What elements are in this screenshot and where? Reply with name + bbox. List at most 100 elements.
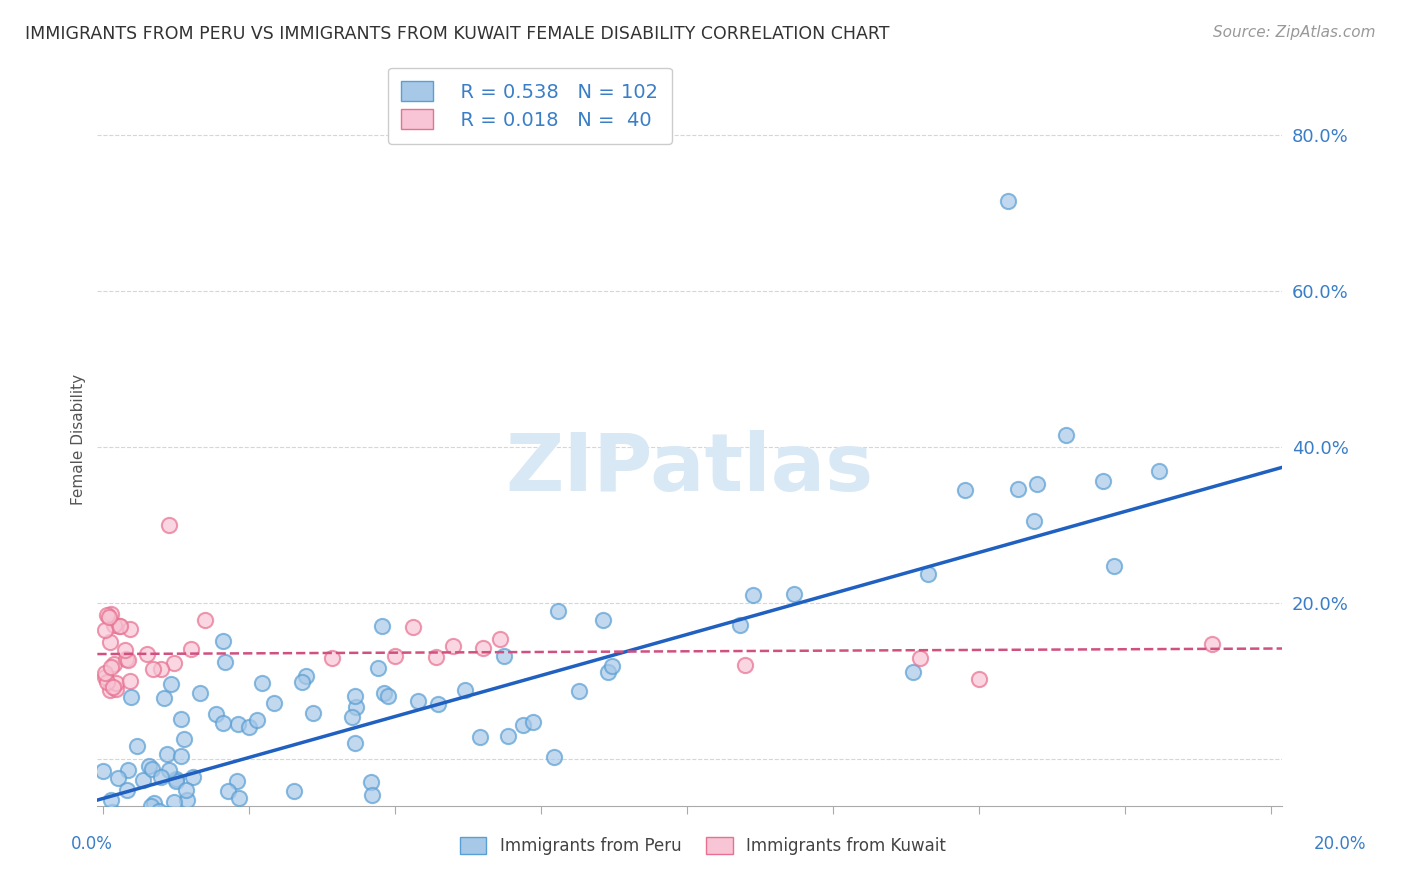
Point [100,793,122,807]
Legend: Immigrants from Peru, Immigrants from Kuwait: Immigrants from Peru, Immigrants from Ku… [453,830,953,862]
Point [98,815,121,830]
Point [441,639,464,653]
Point [238,720,260,734]
Point [117,783,139,797]
Point [204,707,226,722]
Point [148,814,170,829]
Point [98,683,121,698]
Point [162,657,184,671]
Point [97,610,120,624]
Point [512,718,534,732]
Point [734,658,756,673]
Point [263,696,285,710]
Point [547,604,569,618]
Point [471,640,494,655]
Point [384,649,406,664]
Point [160,677,183,691]
Point [128,829,150,843]
Point [155,853,177,867]
Point [302,706,325,721]
Point [163,795,186,809]
Point [371,619,394,633]
Point [967,672,990,686]
Point [470,731,492,745]
Point [783,587,806,601]
Point [344,736,367,750]
Point [108,619,131,633]
Point [96,675,118,690]
Point [401,620,423,634]
Text: 20.0%: 20.0% [1313,835,1367,853]
Point [592,613,614,627]
Point [917,567,939,582]
Point [103,617,125,632]
Point [291,674,314,689]
Point [103,680,125,694]
Point [100,805,122,820]
Point [910,650,932,665]
Point [117,763,139,777]
Point [600,659,623,673]
Point [93,624,115,638]
Point [96,608,118,623]
Point [103,657,125,671]
Point [225,773,247,788]
Point [198,868,221,882]
Point [367,661,389,675]
Point [211,716,233,731]
Point [94,670,117,684]
Point [1026,476,1049,491]
Point [141,762,163,776]
Point [1007,483,1029,497]
Point [211,634,233,648]
Point [522,715,544,730]
Point [344,700,367,714]
Y-axis label: Female Disability: Female Disability [72,374,86,505]
Point [94,666,117,681]
Point [142,662,165,676]
Point [425,650,447,665]
Point [188,686,211,700]
Point [139,799,162,814]
Point [170,749,193,764]
Point [180,642,202,657]
Point [214,656,236,670]
Text: IMMIGRANTS FROM PERU VS IMMIGRANTS FROM KUWAIT FEMALE DISABILITY CORRELATION CHA: IMMIGRANTS FROM PERU VS IMMIGRANTS FROM … [25,25,890,43]
Point [127,739,149,754]
Point [953,483,976,497]
Point [98,635,121,649]
Point [361,789,384,803]
Point [360,774,382,789]
Point [1054,428,1077,442]
Point [321,651,343,665]
Point [91,764,114,779]
Point [596,665,619,679]
Point [181,771,204,785]
Text: Source: ZipAtlas.com: Source: ZipAtlas.com [1212,25,1375,40]
Point [153,690,176,705]
Point [226,717,249,731]
Point [157,518,180,533]
Point [728,617,751,632]
Point [1201,637,1223,651]
Point [165,772,187,786]
Point [117,653,139,667]
Point [1024,514,1046,528]
Point [112,845,135,859]
Point [120,673,142,688]
Text: ZIPatlas: ZIPatlas [506,430,875,508]
Point [118,622,141,636]
Point [155,747,177,761]
Point [120,690,142,704]
Point [252,676,274,690]
Point [246,714,269,728]
Point [903,665,925,680]
Point [543,749,565,764]
Point [233,852,256,866]
Text: 0.0%: 0.0% [70,835,112,853]
Point [406,694,429,708]
Point [568,684,591,698]
Point [141,813,163,827]
Point [148,804,170,818]
Point [344,689,367,703]
